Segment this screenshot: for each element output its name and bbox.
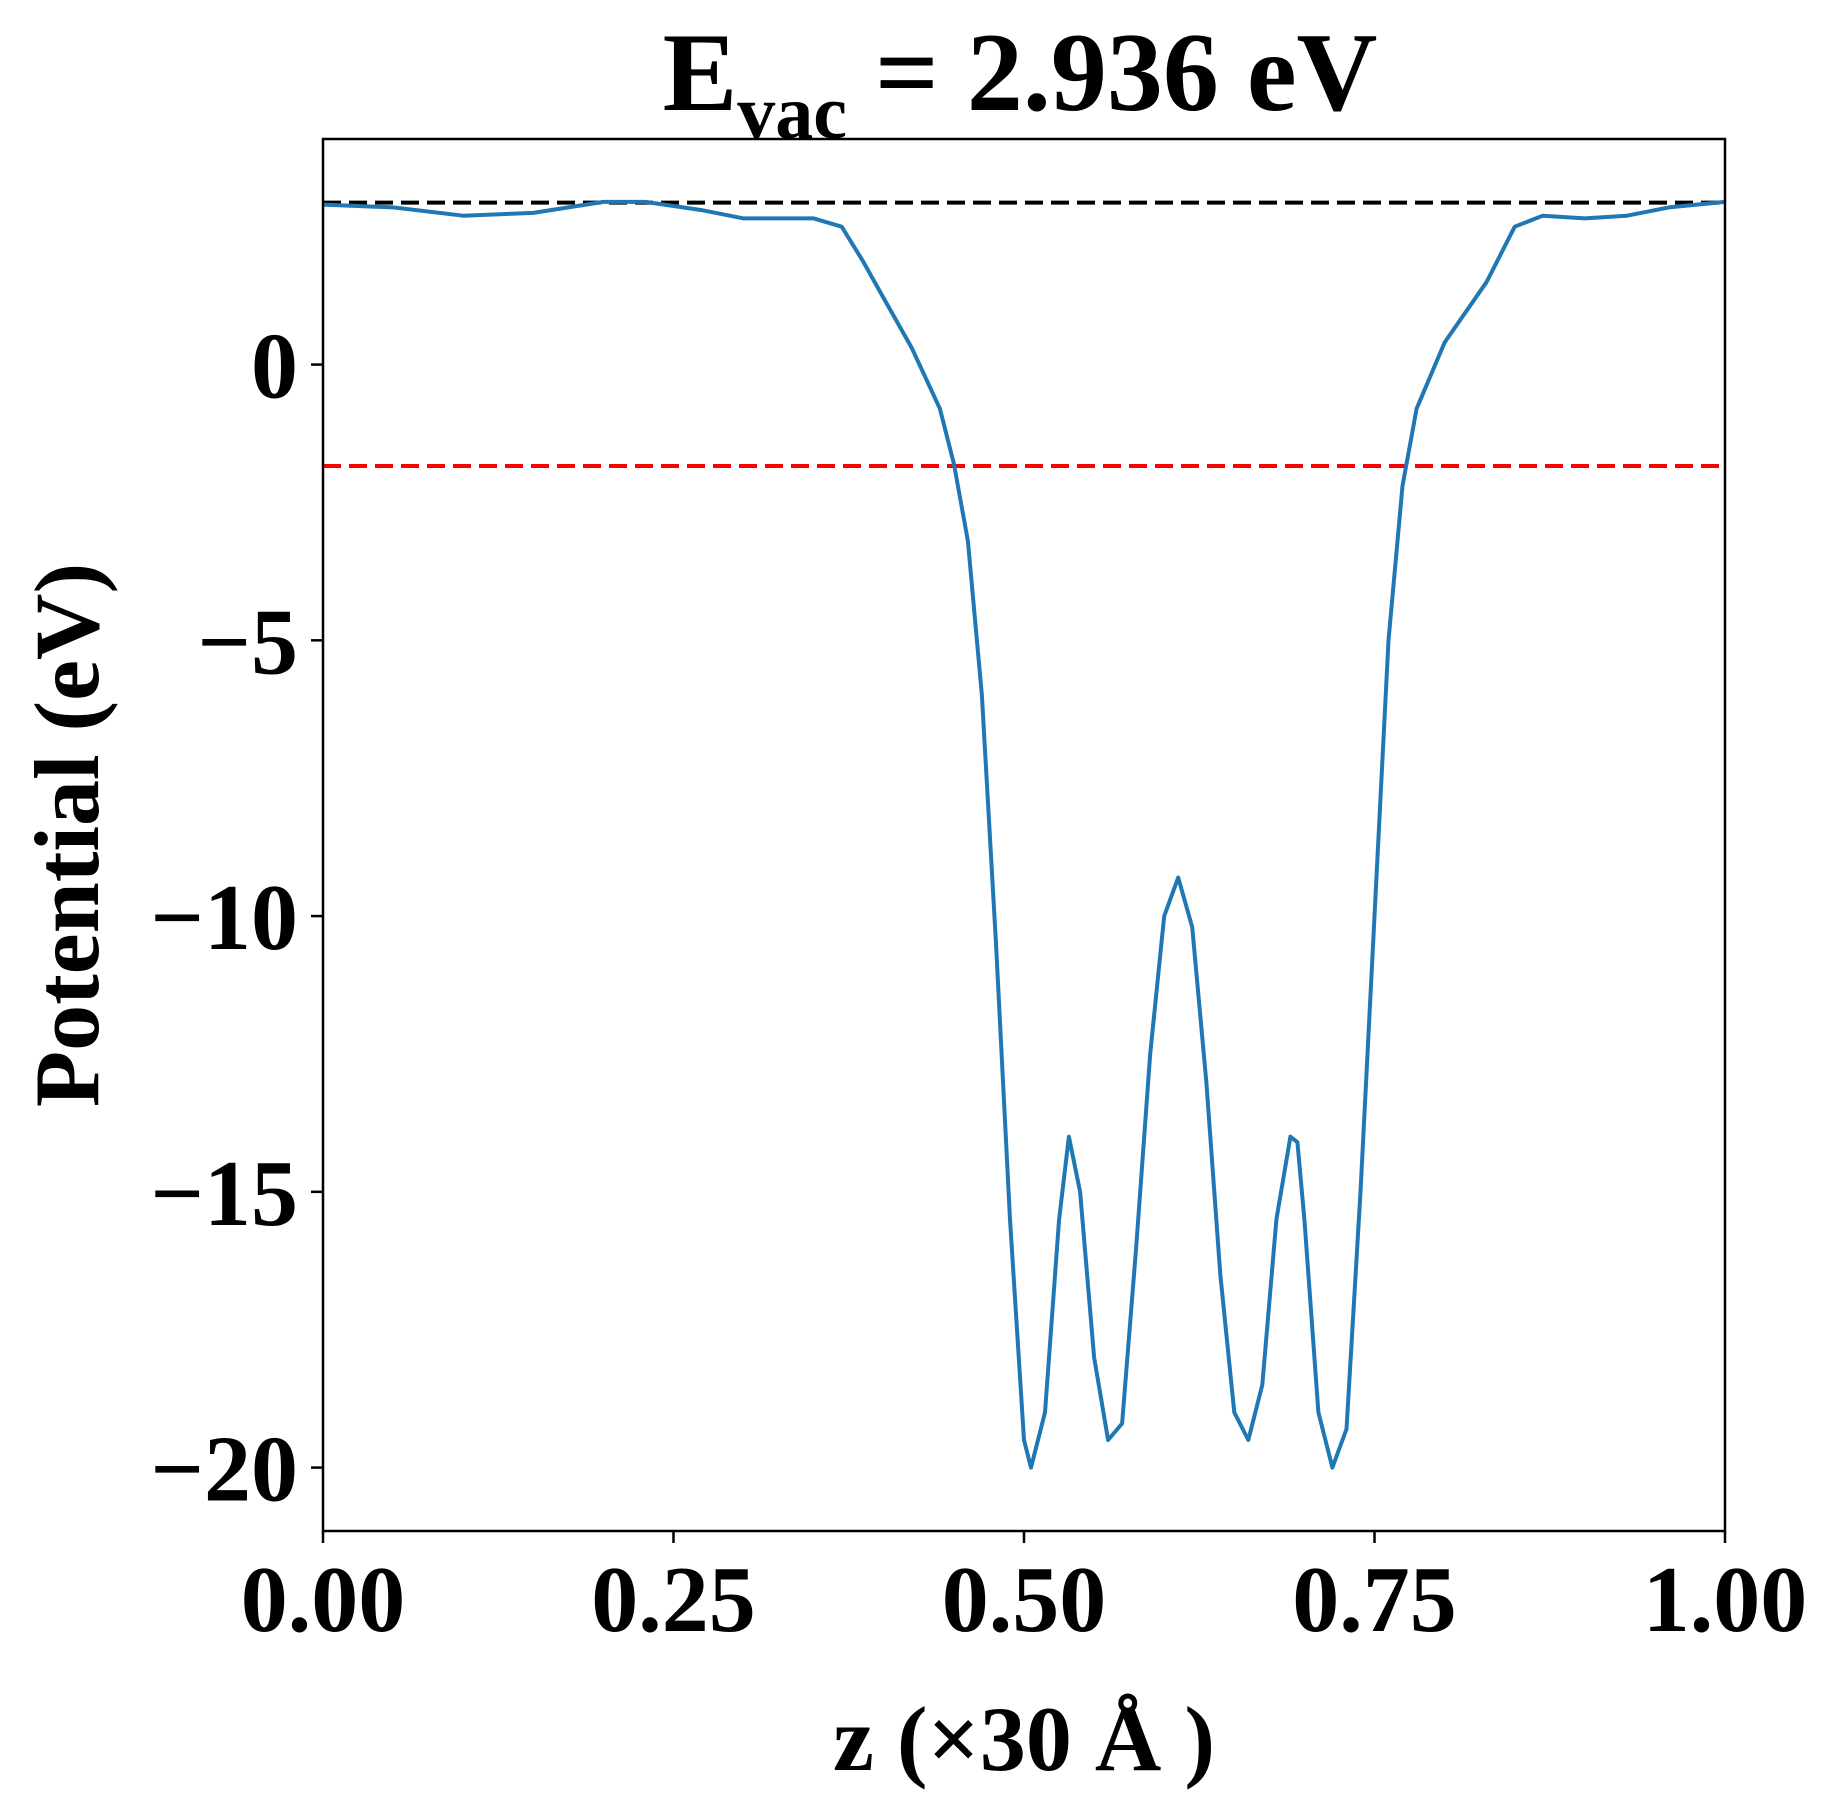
y-tick-label: −5 <box>197 590 298 694</box>
y-tick-label: −15 <box>150 1142 298 1246</box>
x-tick-label: 0.75 <box>1292 1548 1457 1652</box>
y-tick-label: −20 <box>150 1418 298 1522</box>
plot-frame <box>321 137 1727 1533</box>
y-tick-label: −10 <box>150 866 298 970</box>
title-sub: vac <box>737 71 847 155</box>
title-rest: = 2.936 eV <box>847 11 1377 135</box>
chart-title: Evac = 2.936 eV <box>663 11 1378 155</box>
x-tick-label: 0.25 <box>591 1548 756 1652</box>
title-main: E <box>663 11 738 135</box>
y-axis-label: Potential (eV) <box>16 563 118 1107</box>
x-tick-label: 1.00 <box>1643 1548 1808 1652</box>
x-tick-label: 0.50 <box>942 1548 1107 1652</box>
x-tick-label: 0.00 <box>241 1548 406 1652</box>
x-axis-label: z (×30 Å ) <box>833 1688 1215 1790</box>
y-tick-label: 0 <box>251 315 298 419</box>
data-line <box>322 199 1726 1470</box>
